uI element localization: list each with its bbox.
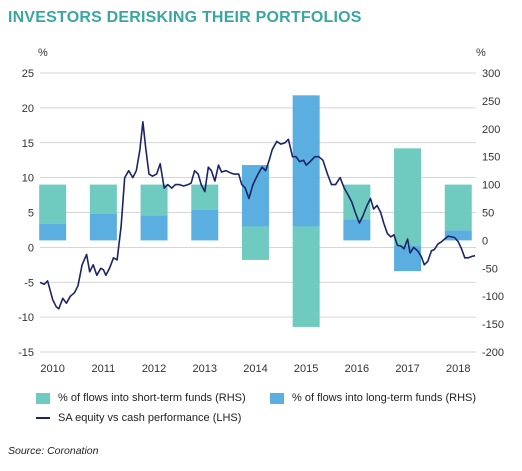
legend-label-line: SA equity vs cash performance (LHS) [58,412,242,424]
legend-item-long: % of flows into long-term funds (RHS) [270,392,476,404]
x-tick-label: 2016 [345,363,369,375]
bar-long-term [89,213,117,241]
bar-short-term [39,184,67,224]
right-tick-label: 150 [482,152,500,164]
left-tick-label: 20 [22,103,34,115]
right-tick-label: -150 [482,319,504,331]
legend-swatch-short [36,392,50,404]
x-tick-label: 2015 [294,363,318,375]
x-tick-label: 2017 [395,363,419,375]
bar-long-term [292,95,320,227]
legend-item-line: SA equity vs cash performance (LHS) [36,412,241,424]
source-note: Source: Coronation [8,445,99,457]
bar-long-term [140,215,168,241]
bar-long-term [39,223,67,241]
right-axis-unit: % [476,47,486,59]
left-axis-unit: % [38,47,48,59]
x-tick-label: 2012 [142,363,166,375]
left-tick-label: 15 [22,138,34,150]
left-tick-label: 0 [28,242,34,254]
left-tick-label: -15 [18,347,34,359]
chart: 2520151050-5-10-15300250200150100500-50-… [18,47,504,375]
bar-short-term [444,184,472,231]
bar-short-term [89,184,117,214]
x-tick-label: 2013 [193,363,217,375]
axes: 2520151050-5-10-15300250200150100500-50-… [18,47,504,375]
left-tick-label: -10 [18,312,34,324]
bar-short-term [241,226,269,260]
bar-long-term [343,219,371,241]
chart-title: INVESTORS DERISKING THEIR PORTFOLIOS [8,9,362,26]
left-tick-label: 10 [22,173,34,185]
right-tick-label: 300 [482,68,500,80]
bar-short-term [394,148,422,246]
right-tick-label: -100 [482,291,504,303]
x-tick-label: 2018 [446,363,470,375]
right-tick-label: 0 [482,235,488,247]
right-tick-label: 250 [482,96,500,108]
legend-label-long: % of flows into long-term funds (RHS) [292,392,477,404]
legend-label-short: % of flows into short-term funds (RHS) [58,392,246,404]
right-tick-label: 200 [482,124,500,136]
bar-long-term [241,165,269,227]
bars [39,95,472,327]
x-tick-label: 2014 [243,363,267,375]
bar-long-term [444,230,472,241]
x-tick-label: 2010 [40,363,64,375]
bar-long-term [191,209,219,241]
legend-line-swatch [36,417,50,419]
right-tick-label: -50 [482,263,498,275]
left-tick-label: -5 [24,277,34,289]
bar-short-term [343,184,371,220]
right-tick-label: -200 [482,347,504,359]
right-tick-label: 100 [482,180,500,192]
bar-short-term [140,184,168,216]
left-tick-label: 25 [22,68,34,80]
legend-item-short: % of flows into short-term funds (RHS) [36,392,246,404]
line-sa-equity-vs-cash [39,121,476,310]
legend-swatch-long [270,392,284,404]
bar-short-term [292,226,320,327]
line-series [39,121,476,310]
x-tick-label: 2011 [92,363,116,375]
right-tick-label: 50 [482,208,494,220]
left-tick-label: 5 [28,208,34,220]
